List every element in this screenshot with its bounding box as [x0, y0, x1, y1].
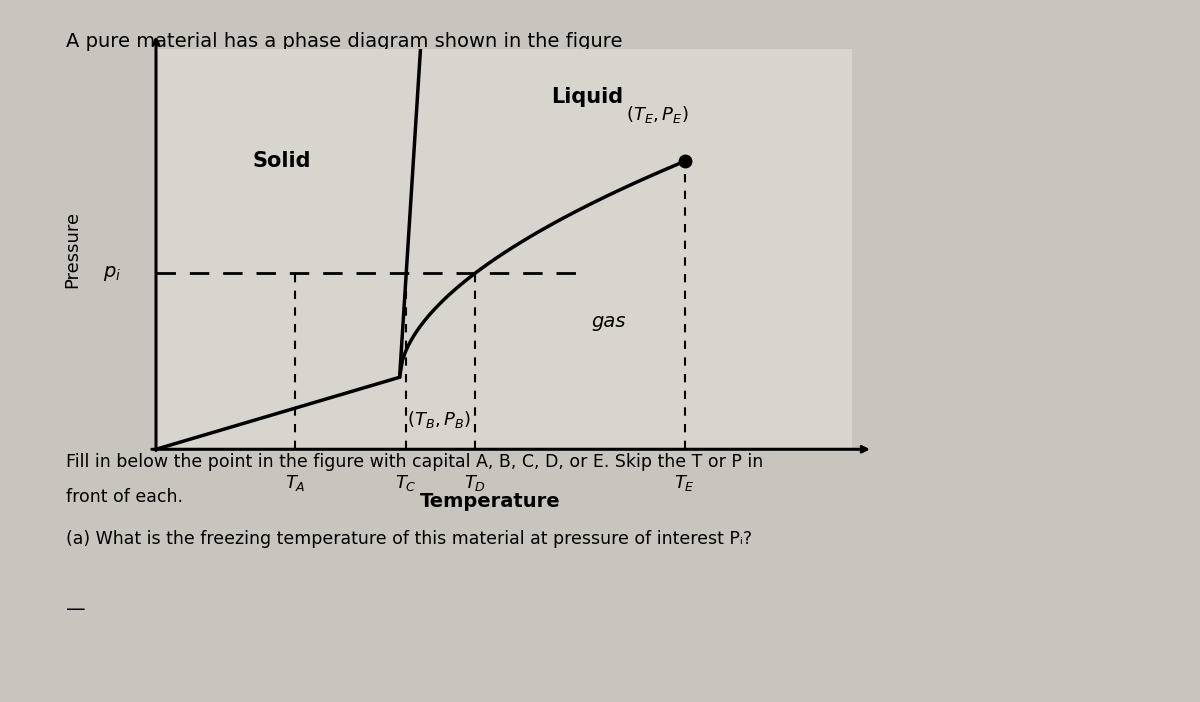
Text: $T_D$: $T_D$ [464, 473, 486, 494]
Text: $(T_E, P_E)$: $(T_E, P_E)$ [626, 104, 689, 125]
Text: Temperature: Temperature [420, 492, 560, 511]
Text: Solid: Solid [252, 151, 311, 171]
Text: $T_C$: $T_C$ [395, 473, 418, 494]
Text: $T_A$: $T_A$ [284, 473, 306, 494]
Text: Fill in below the point in the figure with capital A, B, C, D, or E. Skip the T : Fill in below the point in the figure wi… [66, 453, 763, 471]
Text: $p_i$: $p_i$ [103, 264, 121, 283]
Text: $(T_B,P_B)$: $(T_B,P_B)$ [407, 409, 470, 430]
Text: A pure material has a phase diagram shown in the figure: A pure material has a phase diagram show… [66, 32, 623, 51]
Text: gas: gas [592, 312, 625, 331]
Text: front of each.: front of each. [66, 488, 182, 506]
Text: Liquid: Liquid [552, 87, 624, 107]
Text: $T_E$: $T_E$ [674, 473, 696, 494]
Text: Pressure: Pressure [64, 211, 82, 288]
Text: (a) What is the freezing temperature of this material at pressure of interest Pᵢ: (a) What is the freezing temperature of … [66, 530, 752, 548]
Text: —: — [66, 600, 85, 619]
